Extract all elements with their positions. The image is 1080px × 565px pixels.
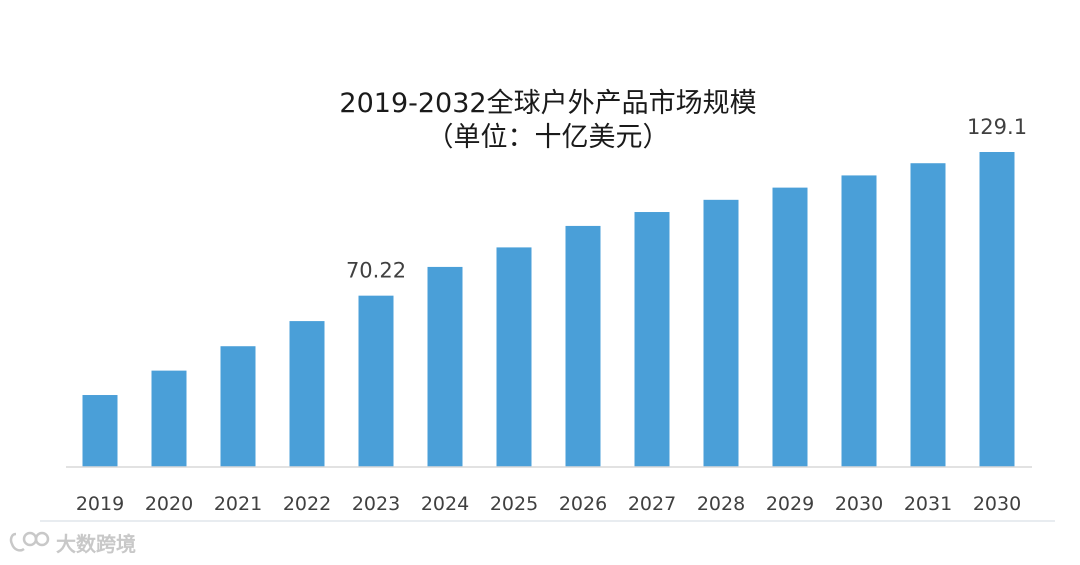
x-tick-label: 2021 xyxy=(214,493,262,515)
x-tick-label: 2023 xyxy=(352,493,400,515)
bar-series xyxy=(82,152,1015,468)
chart-subtitle: （单位：十亿美元） xyxy=(427,122,670,153)
x-tick-label: 2031 xyxy=(904,493,952,515)
watermark: 大数跨境 xyxy=(8,528,136,557)
chart-title: 2019-2032全球户外产品市场规模 xyxy=(339,88,756,119)
x-tick-label: 2024 xyxy=(421,493,469,515)
bar-2024-5 xyxy=(427,266,463,467)
x-tick-label: 2020 xyxy=(145,493,193,515)
bar-2019-0 xyxy=(82,395,118,467)
data-label: 129.1 xyxy=(967,115,1027,139)
bar-2023-4 xyxy=(358,295,394,467)
x-tick-label: 2019 xyxy=(76,493,124,515)
bar-2028-9 xyxy=(703,199,739,467)
bar-2031-12 xyxy=(910,163,946,467)
x-axis-ticks: 2019 2020 2021 2022 2023 2024 2025 2026 2027 2028… xyxy=(76,493,1021,515)
x-tick-label: 2030 xyxy=(835,493,883,515)
data-label: 70.22 xyxy=(346,259,406,283)
bubble-logo-icon xyxy=(9,531,50,552)
x-tick-label: 2030 xyxy=(973,493,1021,515)
watermark-text: 大数跨境 xyxy=(56,532,136,556)
x-tick-label: 2028 xyxy=(697,493,745,515)
bar-2026-7 xyxy=(565,225,601,467)
x-tick-label: 2022 xyxy=(283,493,331,515)
bar-2021-2 xyxy=(220,346,256,467)
bar-2022-3 xyxy=(289,321,325,467)
bar-2030-13 xyxy=(979,152,1015,467)
bar-2020-1 xyxy=(151,370,187,467)
x-tick-label: 2029 xyxy=(766,493,814,515)
data-labels: 70.22 129.1 xyxy=(346,115,1027,283)
x-tick-label: 2025 xyxy=(490,493,538,515)
bar-2025-6 xyxy=(496,247,532,467)
bar-2027-8 xyxy=(634,212,670,467)
bar-2029-10 xyxy=(772,187,808,468)
x-tick-label: 2026 xyxy=(559,493,607,515)
x-tick-label: 2027 xyxy=(628,493,676,515)
bar-2030-11 xyxy=(841,175,877,467)
